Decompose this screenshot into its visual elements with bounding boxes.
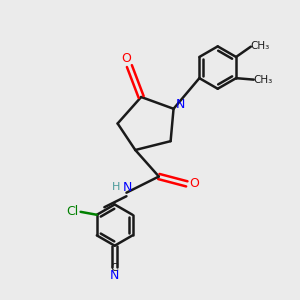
- Text: CH₃: CH₃: [253, 75, 272, 85]
- Text: O: O: [189, 177, 199, 190]
- Text: Cl: Cl: [66, 205, 79, 218]
- Text: N: N: [123, 181, 133, 194]
- Text: N: N: [175, 98, 185, 111]
- Text: O: O: [122, 52, 131, 65]
- Text: H: H: [112, 182, 120, 192]
- Text: C: C: [110, 263, 118, 273]
- Text: N: N: [110, 269, 119, 282]
- Text: CH₃: CH₃: [250, 41, 269, 51]
